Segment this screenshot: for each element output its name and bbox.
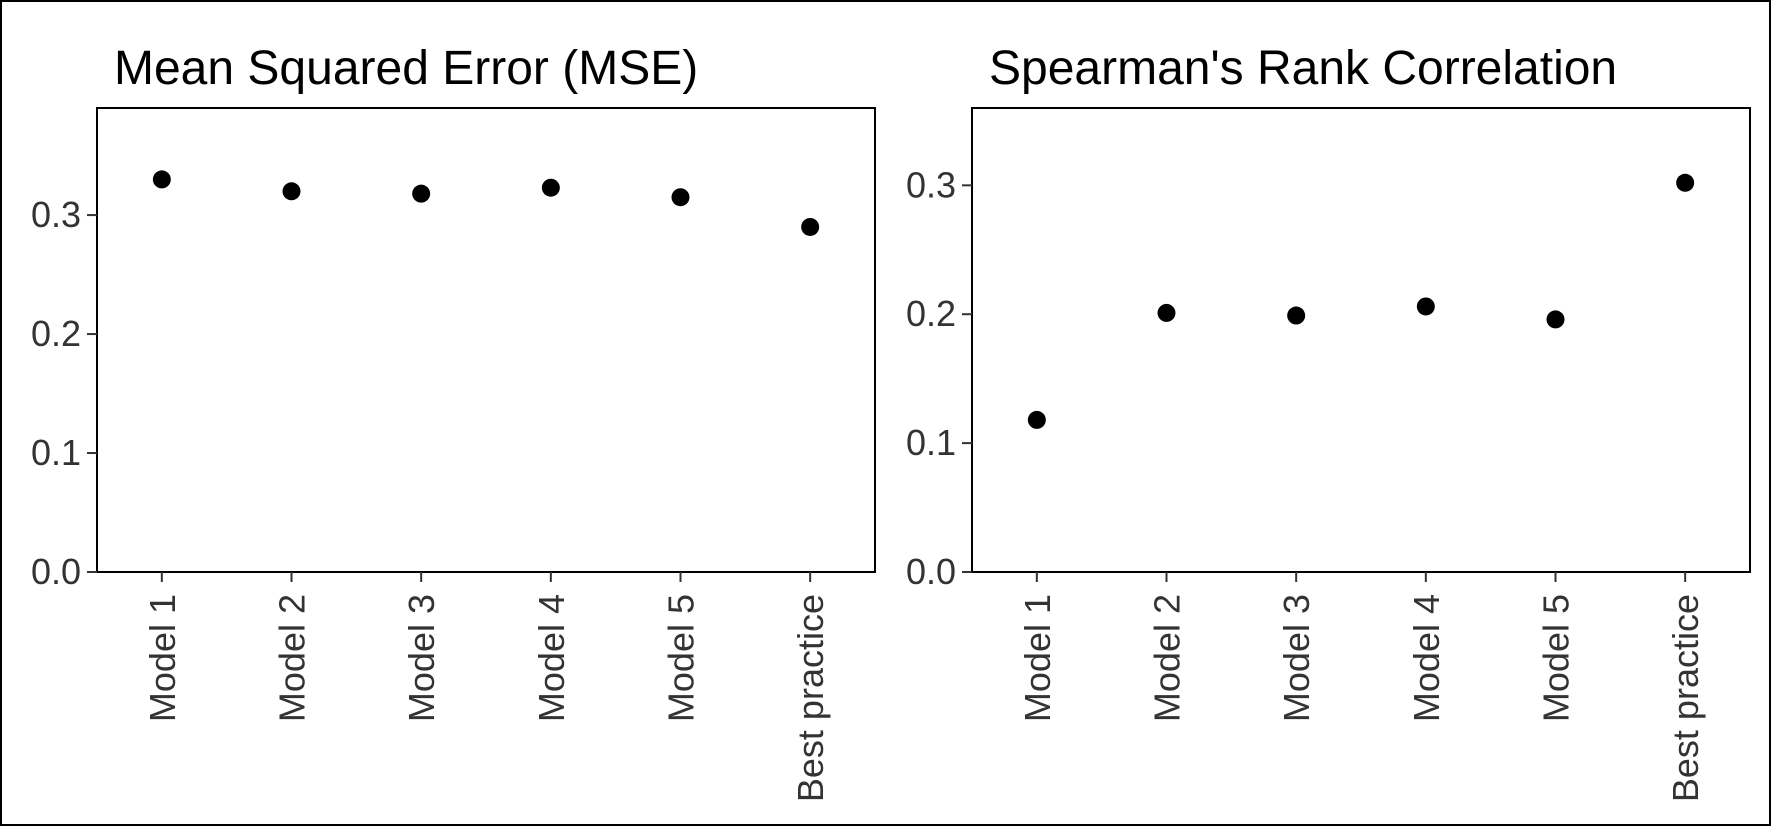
panel-2-title: Spearman's Rank Correlation	[989, 42, 1617, 95]
panel-1-plot-frame	[96, 107, 876, 573]
panel-2-data-point	[1546, 310, 1565, 329]
panel-1-data-point	[152, 170, 171, 189]
panel-1-category-label: Model 4	[531, 594, 572, 722]
panel-1-category-label: Model 3	[401, 594, 442, 722]
panel-1-y-tick-label: 0.3	[31, 194, 81, 235]
panel-1-category-label: Model 5	[661, 594, 702, 722]
panel-1-y-tick-label: 0.0	[31, 551, 81, 592]
panel-1-category-label: Best practice	[790, 594, 831, 802]
panel-2-data-point	[1416, 297, 1435, 316]
panel-1-category-label: Model 1	[142, 594, 183, 722]
panel-2-data-point	[1027, 410, 1046, 429]
panel-2-category-label: Model 4	[1406, 594, 1447, 722]
panel-1-title: Mean Squared Error (MSE)	[114, 42, 698, 95]
panel-2-category-label: Model 3	[1276, 594, 1317, 722]
panel-2-category-label: Model 1	[1017, 594, 1058, 722]
panel-2-y-tick-label: 0.0	[906, 551, 956, 592]
panel-2-plot-frame	[971, 107, 1751, 573]
panel-2-data-point	[1157, 303, 1176, 322]
panel-1-y-tick-label: 0.2	[31, 313, 81, 354]
panel-1-category-label: Model 2	[272, 594, 313, 722]
panel-2-category-label: Model 5	[1536, 594, 1577, 722]
panel-1-data-point	[412, 184, 431, 203]
panel-2-data-point	[1287, 306, 1306, 325]
panel-2-category-label: Best practice	[1665, 594, 1706, 802]
panel-2-data-point	[1676, 173, 1695, 192]
panel-1-y-tick-label: 0.1	[31, 432, 81, 473]
panel-2-category-label: Model 2	[1147, 594, 1188, 722]
panel-1-data-point	[541, 178, 560, 197]
panel-2-y-tick-label: 0.2	[906, 293, 956, 334]
panel-2-y-tick-label: 0.1	[906, 422, 956, 463]
panel-2-y-tick-label: 0.3	[906, 164, 956, 205]
panel-1-data-point	[671, 188, 690, 207]
panel-1-data-point	[801, 217, 820, 236]
panel-1-data-point	[282, 182, 301, 201]
